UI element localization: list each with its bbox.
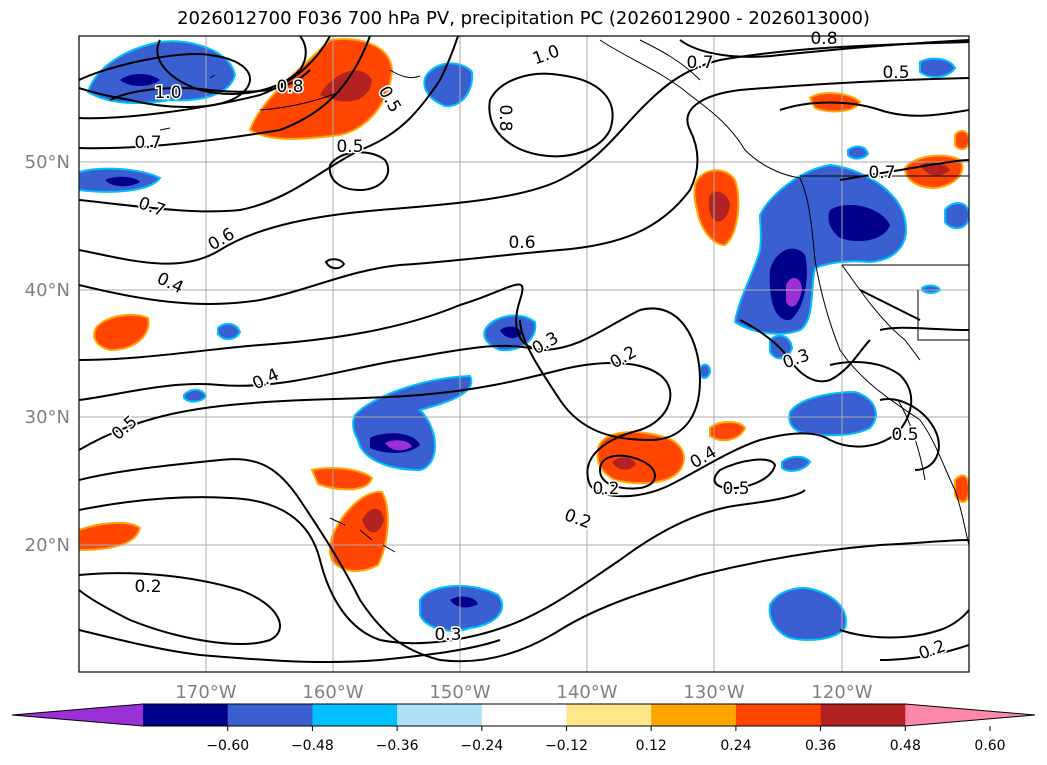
contour-label: 0.6 [508,233,535,253]
colorbar-outline [11,703,1036,727]
contour-label: 0.3 [434,625,461,645]
pv-contours [79,36,969,664]
colorbar-extend-high [905,704,1035,726]
colorbar-segment [820,704,906,726]
colorbar-segment [312,704,398,726]
colorbar-tick-label: −0.12 [545,738,588,754]
contour-label: 0.2 [592,479,619,499]
contour-label: 0.5 [336,137,363,157]
map-frame [78,35,970,673]
chart-title: 2026012700 F036 700 hPa PV, precipitatio… [177,8,870,29]
lon-tick-label: 140°W [556,682,617,703]
colorbar-extend-low [12,704,143,726]
map-panel [79,36,969,672]
contour-label: 0.2 [134,577,161,597]
latitude-labels: 50°N 40°N 30°N 20°N [25,152,70,556]
longitude-labels: 170°W 160°W 150°W 140°W 130°W 120°W [175,682,872,703]
colorbar-segment [397,704,483,726]
lat-tick-label: 30°N [25,407,70,428]
colorbar-tick-label: −0.24 [460,738,503,754]
contour-label: 0.7 [686,53,713,73]
colorbar-segment [566,704,652,726]
lat-tick-label: 20°N [25,535,70,556]
colorbar [11,703,1036,727]
colorbar-tick-label: −0.60 [206,738,249,754]
colorbar-tick-label: −0.36 [376,738,419,754]
lon-tick-label: 130°W [683,682,744,703]
contour-label: 0.7 [134,133,161,153]
lat-tick-label: 40°N [25,280,70,301]
colorbar-tick-label: 0.24 [720,738,751,754]
colorbar-segment [651,704,737,726]
contour-label: 0.5 [722,479,749,499]
contour-label: 0.5 [891,425,918,445]
colorbar-segment [227,704,313,726]
contour-label: 0.8 [495,104,515,131]
colorbar-segment [481,704,567,726]
lon-tick-label: 150°W [429,682,490,703]
colorbar-tick-label: 0.36 [805,738,836,754]
gridlines [79,36,969,672]
contour-label: 1.0 [154,83,181,103]
colorbar-tick-labels: −0.60 −0.48 −0.36 −0.24 −0.12 0.12 0.24 0.36 0.4… [206,726,1006,754]
colorbar-segment [735,704,822,726]
lon-tick-label: 160°W [302,682,363,703]
colorbar-tick-label: 0.60 [974,738,1005,754]
colorbar-tick-label: −0.48 [291,738,334,754]
lon-tick-label: 120°W [811,682,872,703]
lat-tick-label: 50°N [25,152,70,173]
contour-label: 0.7 [868,163,895,183]
contour-label: 0.5 [882,63,909,83]
contour-label: 0.8 [276,77,303,97]
colorbar-segment [143,704,229,726]
colorbar-tick-label: 0.12 [636,738,667,754]
contour-label: 0.8 [810,29,837,49]
colorbar-tick-label: 0.48 [890,738,921,754]
lon-tick-label: 170°W [175,682,236,703]
